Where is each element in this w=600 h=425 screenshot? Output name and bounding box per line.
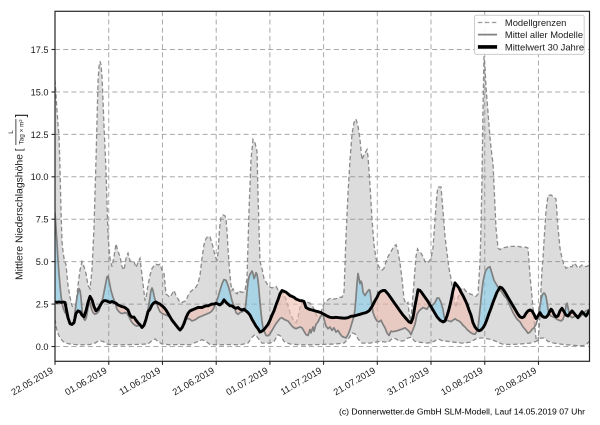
- svg-text:2.5: 2.5: [36, 300, 49, 310]
- svg-text:0.0: 0.0: [36, 342, 49, 352]
- svg-text:L: L: [8, 130, 15, 134]
- svg-text:Mittlere Niederschlagshöhe [: Mittlere Niederschlagshöhe [: [15, 148, 26, 280]
- svg-text:(c) Donnerwetter.de GmbH SLM-M: (c) Donnerwetter.de GmbH SLM-Modell, Lau…: [339, 407, 585, 417]
- svg-text:5.0: 5.0: [36, 257, 49, 267]
- svg-text:]: ]: [13, 114, 28, 118]
- svg-text:15.0: 15.0: [31, 87, 49, 97]
- svg-text:7.5: 7.5: [36, 215, 49, 225]
- svg-text:Tag × m²: Tag × m²: [19, 119, 26, 144]
- svg-text:Mittel aller Modelle: Mittel aller Modelle: [505, 29, 583, 40]
- svg-text:17.5: 17.5: [31, 45, 49, 55]
- svg-text:12.5: 12.5: [31, 130, 49, 140]
- svg-text:10.0: 10.0: [31, 172, 49, 182]
- svg-text:Mittelwert 30 Jahre: Mittelwert 30 Jahre: [505, 41, 584, 52]
- svg-text:Modellgrenzen: Modellgrenzen: [505, 17, 567, 28]
